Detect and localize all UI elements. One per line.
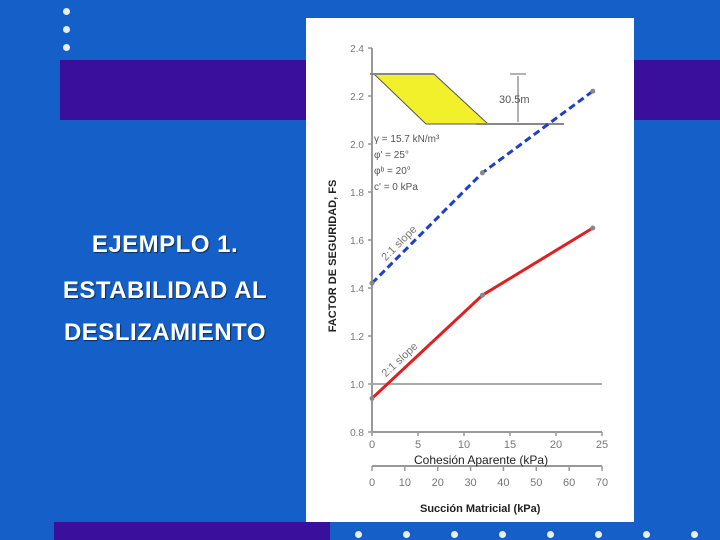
- slide-title-line-1: EJEMPLO 1.: [91, 231, 239, 258]
- chart: 0.8 1.0 1.2 1.4 1.6 1.8 2.0 2.2 2.4 0 5 10 15 20 25 0 10…: [327, 44, 608, 515]
- bullet-dot: [355, 531, 362, 538]
- bullet-dot: [63, 26, 70, 33]
- bullet-dot: [643, 531, 650, 538]
- y-tick-label: 1.4: [350, 284, 364, 295]
- x2-tick-label: 10: [399, 477, 411, 489]
- x-tick-label: 15: [504, 439, 516, 451]
- x-tick-label: 20: [550, 439, 562, 451]
- y-tick-label: 0.8: [350, 428, 364, 439]
- height-label: 30.5m: [499, 94, 530, 106]
- bullet-dot: [63, 44, 70, 51]
- data-point: [369, 280, 375, 286]
- slide-title-line-3: DESLIZAMIENTO: [63, 319, 267, 346]
- data-point: [590, 88, 596, 94]
- bullet-dot: [499, 531, 506, 538]
- x-tick-label: 0: [369, 439, 375, 451]
- param-phi-b: φᵇ = 20°: [374, 166, 411, 177]
- x2-tick-label: 20: [432, 477, 444, 489]
- chart-panel: 0.8 1.0 1.2 1.4 1.6 1.8 2.0 2.2 2.4 0 5 10 15 20 25 0 10…: [306, 18, 634, 522]
- x2-tick-label: 70: [596, 477, 608, 489]
- y-tick-label: 2.4: [350, 44, 364, 55]
- slope-fill: [372, 73, 490, 125]
- bottom-band: [54, 522, 330, 540]
- param-gamma: γ = 15.7 kN/m³: [374, 134, 440, 145]
- x-tick-label: 25: [596, 439, 608, 451]
- x2-tick-label: 0: [369, 477, 375, 489]
- y-tick-label: 1.2: [350, 332, 364, 343]
- data-point: [590, 225, 596, 231]
- x2-tick-label: 40: [497, 477, 509, 489]
- bullet-dot: [691, 531, 698, 538]
- param-phi-prime: φ' = 25°: [374, 150, 409, 161]
- param-cohesion: c' = 0 kPa: [374, 182, 418, 193]
- y-tick-label: 1.0: [350, 380, 364, 391]
- y-tick-label: 2.2: [350, 92, 364, 103]
- x2-tick-label: 30: [464, 477, 476, 489]
- bullet-dot: [451, 531, 458, 538]
- x2-axis-label: Succión Matricial (kPa): [420, 503, 541, 515]
- x-tick-label: 5: [415, 439, 421, 451]
- x2-tick-label: 50: [530, 477, 542, 489]
- bullet-dot: [595, 531, 602, 538]
- y-tick-label: 1.6: [350, 236, 364, 247]
- data-point: [479, 292, 485, 298]
- x2-tick-label: 60: [563, 477, 575, 489]
- series-line-lower: [370, 226, 594, 400]
- bullet-dot: [63, 8, 70, 15]
- data-point: [369, 395, 375, 401]
- y-tick-label: 2.0: [350, 140, 364, 151]
- slide-title-line-2: ESTABILIDAD AL: [62, 277, 268, 304]
- x-tick-label: 10: [458, 439, 470, 451]
- bullet-dot: [547, 531, 554, 538]
- data-point: [479, 170, 485, 176]
- x-axis-label: Cohesión Aparente (kPa): [414, 453, 548, 467]
- bullet-dot: [403, 531, 410, 538]
- slope-diagram: 30.5m γ = 15.7 kN/m³ φ' = 25° φᵇ = 20° c…: [370, 73, 564, 193]
- y-tick-label: 1.8: [350, 188, 364, 199]
- y-axis-label: FACTOR DE SEGURIDAD, FS: [327, 180, 339, 333]
